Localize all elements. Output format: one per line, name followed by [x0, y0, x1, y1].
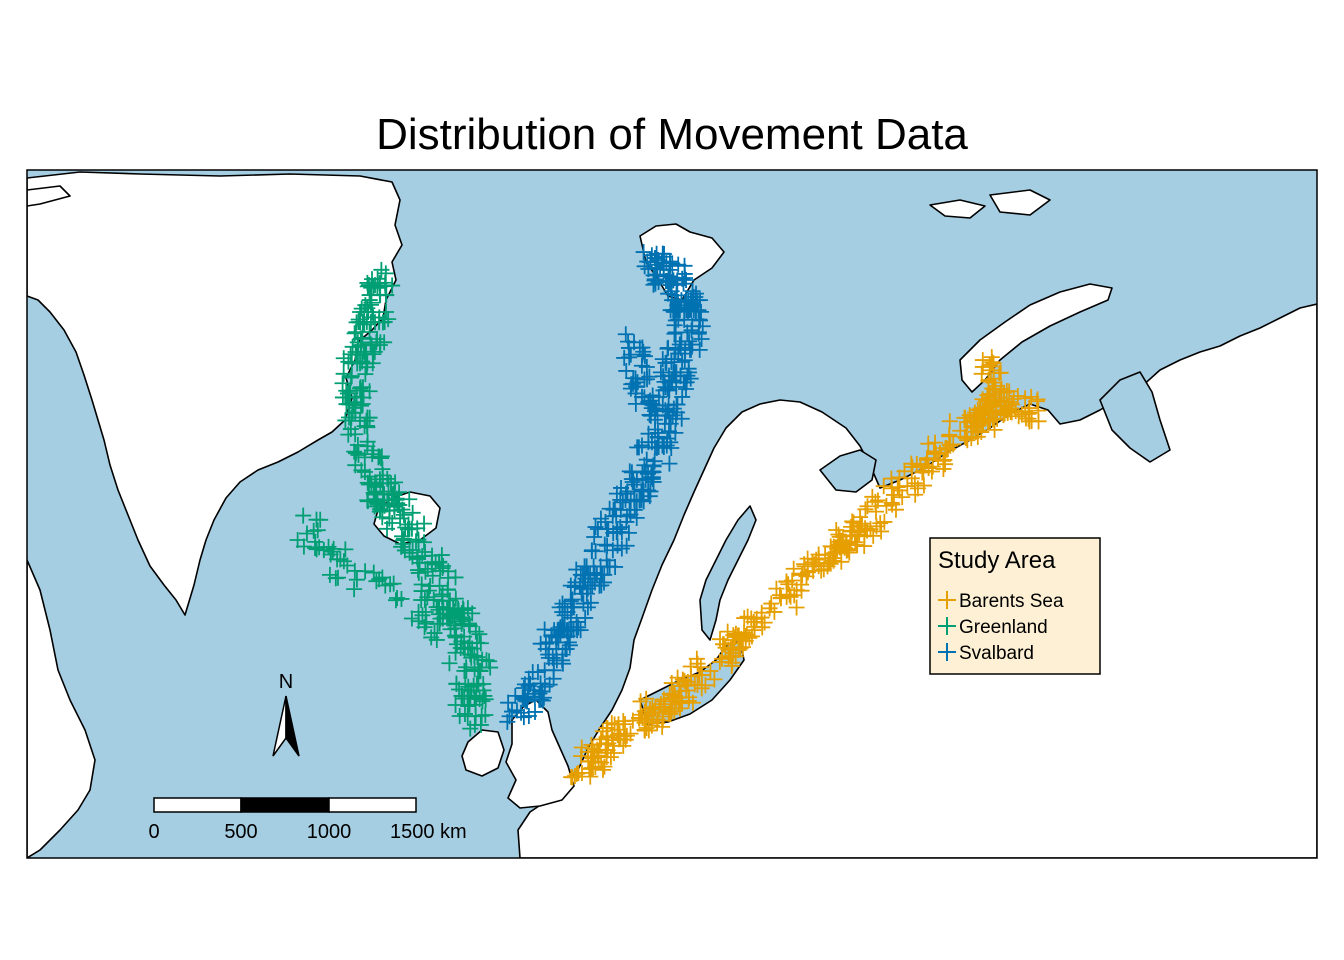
- scale-tick-500: 500: [224, 821, 257, 843]
- scale-tick-1000: 1000: [307, 821, 352, 843]
- scale-segment-2: [241, 798, 329, 812]
- legend-label-svalbard: Svalbard: [959, 643, 1034, 664]
- legend: Study Area Barents Sea Greenland Svalbar…: [930, 538, 1100, 674]
- legend-label-greenland: Greenland: [959, 617, 1048, 638]
- scale-tick-0: 0: [148, 821, 159, 843]
- scale-segment-1: [154, 798, 241, 812]
- legend-title: Study Area: [938, 547, 1056, 574]
- scale-tick-1500: 1500 km: [390, 821, 467, 843]
- north-arrow-label: N: [279, 671, 293, 693]
- legend-label-barents-sea: Barents Sea: [959, 591, 1064, 612]
- scale-segment-3: [329, 798, 416, 812]
